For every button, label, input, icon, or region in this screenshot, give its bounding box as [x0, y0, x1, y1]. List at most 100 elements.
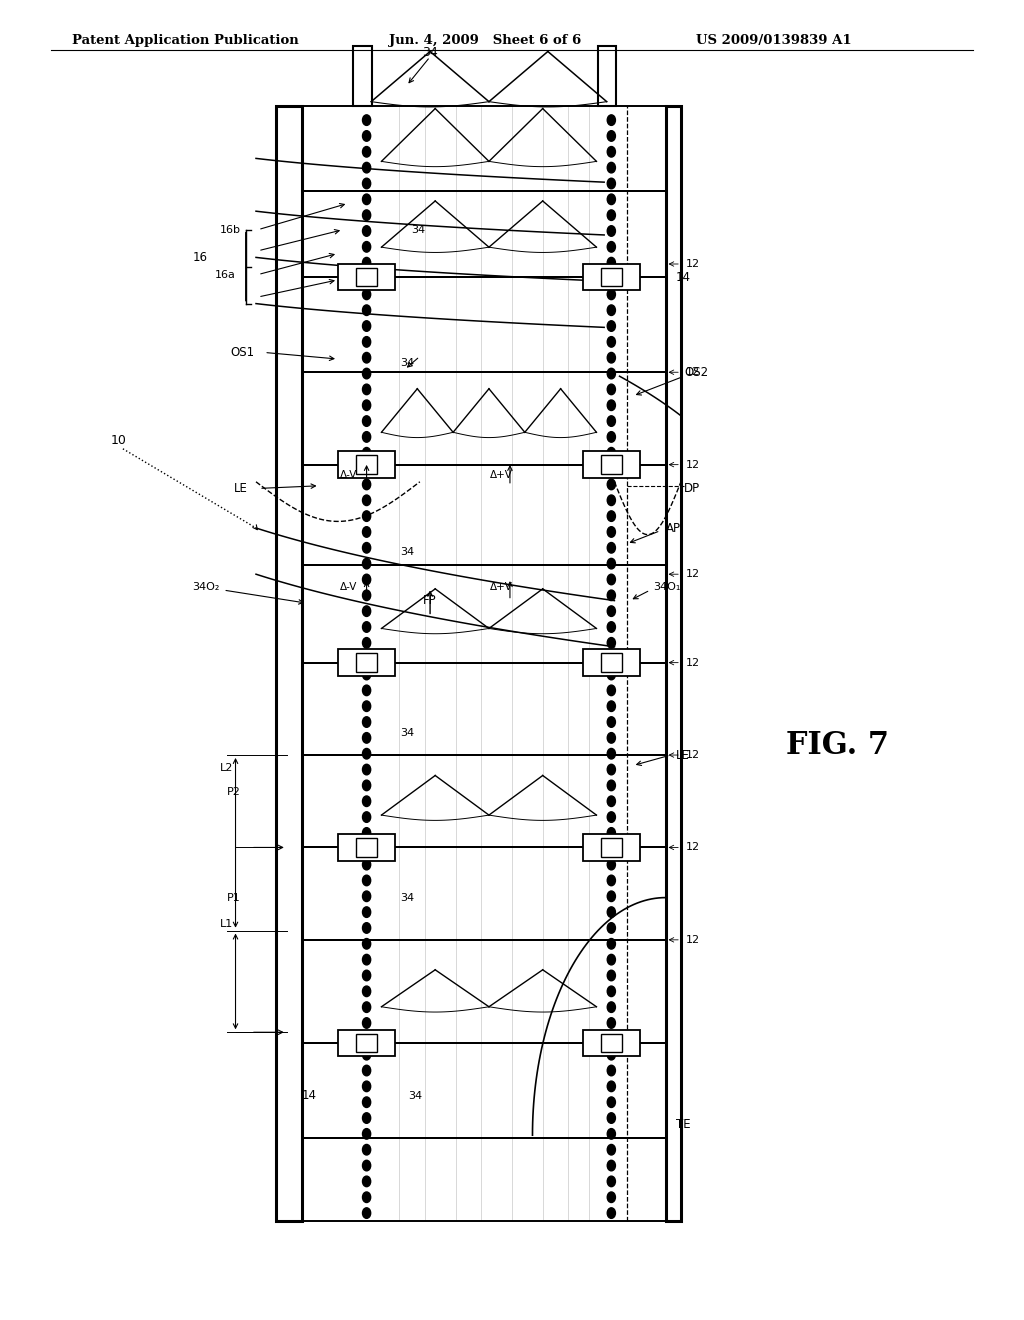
Circle shape: [362, 669, 371, 680]
Circle shape: [607, 384, 615, 395]
Circle shape: [362, 543, 371, 553]
Circle shape: [362, 1034, 371, 1044]
Text: 16: 16: [193, 251, 208, 264]
Circle shape: [607, 479, 615, 490]
Circle shape: [362, 653, 371, 664]
Circle shape: [607, 970, 615, 981]
Circle shape: [607, 923, 615, 933]
Circle shape: [607, 337, 615, 347]
Bar: [302, 847, 666, 940]
Circle shape: [607, 1208, 615, 1218]
Circle shape: [362, 574, 371, 585]
Text: OS2: OS2: [684, 366, 709, 379]
Text: 34: 34: [400, 358, 415, 368]
Circle shape: [362, 527, 371, 537]
Circle shape: [607, 717, 615, 727]
Circle shape: [362, 939, 371, 949]
Text: 14: 14: [302, 1089, 317, 1102]
Circle shape: [362, 954, 371, 965]
Circle shape: [607, 828, 615, 838]
Circle shape: [607, 131, 615, 141]
Circle shape: [362, 875, 371, 886]
Text: 12: 12: [686, 367, 700, 378]
Circle shape: [362, 226, 371, 236]
Circle shape: [607, 432, 615, 442]
Circle shape: [362, 1002, 371, 1012]
Text: 34: 34: [400, 727, 415, 738]
Text: Δ-V: Δ-V: [340, 470, 356, 480]
Circle shape: [607, 257, 615, 268]
Circle shape: [362, 257, 371, 268]
Text: LE: LE: [676, 748, 690, 762]
Circle shape: [607, 321, 615, 331]
Circle shape: [607, 1176, 615, 1187]
Circle shape: [362, 1208, 371, 1218]
Bar: [302, 191, 666, 277]
Text: 34O₁: 34O₁: [653, 582, 681, 593]
Circle shape: [607, 210, 615, 220]
Circle shape: [362, 305, 371, 315]
Circle shape: [607, 859, 615, 870]
Circle shape: [607, 558, 615, 569]
Text: P1: P1: [227, 892, 241, 903]
Circle shape: [362, 717, 371, 727]
Text: FP: FP: [423, 594, 436, 607]
Circle shape: [607, 606, 615, 616]
Circle shape: [607, 1065, 615, 1076]
Text: 34: 34: [411, 224, 425, 235]
Bar: [601, 268, 622, 286]
Text: P2: P2: [227, 787, 242, 797]
Circle shape: [362, 1176, 371, 1187]
Circle shape: [362, 638, 371, 648]
Circle shape: [607, 305, 615, 315]
Circle shape: [607, 907, 615, 917]
Bar: [583, 649, 640, 676]
Circle shape: [607, 147, 615, 157]
Circle shape: [362, 178, 371, 189]
Circle shape: [362, 1097, 371, 1107]
Text: 34: 34: [400, 892, 415, 903]
Circle shape: [362, 511, 371, 521]
Circle shape: [607, 1192, 615, 1203]
Circle shape: [362, 289, 371, 300]
Text: OS1: OS1: [230, 346, 255, 359]
Circle shape: [607, 669, 615, 680]
Circle shape: [362, 733, 371, 743]
Circle shape: [607, 543, 615, 553]
Text: 12: 12: [686, 657, 700, 668]
Text: L1: L1: [220, 919, 233, 929]
Bar: [338, 649, 395, 676]
Circle shape: [362, 685, 371, 696]
Text: 14: 14: [676, 271, 691, 284]
Bar: [353, 46, 372, 106]
Circle shape: [607, 653, 615, 664]
Circle shape: [607, 352, 615, 363]
Circle shape: [607, 1129, 615, 1139]
Circle shape: [362, 1192, 371, 1203]
Circle shape: [362, 1081, 371, 1092]
Text: Δ-V: Δ-V: [340, 582, 356, 593]
Circle shape: [362, 400, 371, 411]
Circle shape: [607, 780, 615, 791]
Circle shape: [362, 812, 371, 822]
Circle shape: [362, 1113, 371, 1123]
Text: AP: AP: [666, 521, 681, 535]
Bar: [583, 264, 640, 290]
Bar: [302, 277, 666, 372]
Circle shape: [362, 891, 371, 902]
Circle shape: [607, 1113, 615, 1123]
Circle shape: [362, 273, 371, 284]
Circle shape: [607, 527, 615, 537]
Bar: [338, 264, 395, 290]
Circle shape: [607, 733, 615, 743]
Circle shape: [607, 685, 615, 696]
Circle shape: [362, 748, 371, 759]
Bar: [356, 1034, 377, 1052]
Circle shape: [607, 242, 615, 252]
Circle shape: [362, 796, 371, 807]
Bar: [302, 106, 666, 191]
Text: Patent Application Publication: Patent Application Publication: [72, 34, 298, 48]
Circle shape: [362, 606, 371, 616]
Text: 34O₂: 34O₂: [193, 582, 220, 593]
Bar: [338, 1030, 395, 1056]
